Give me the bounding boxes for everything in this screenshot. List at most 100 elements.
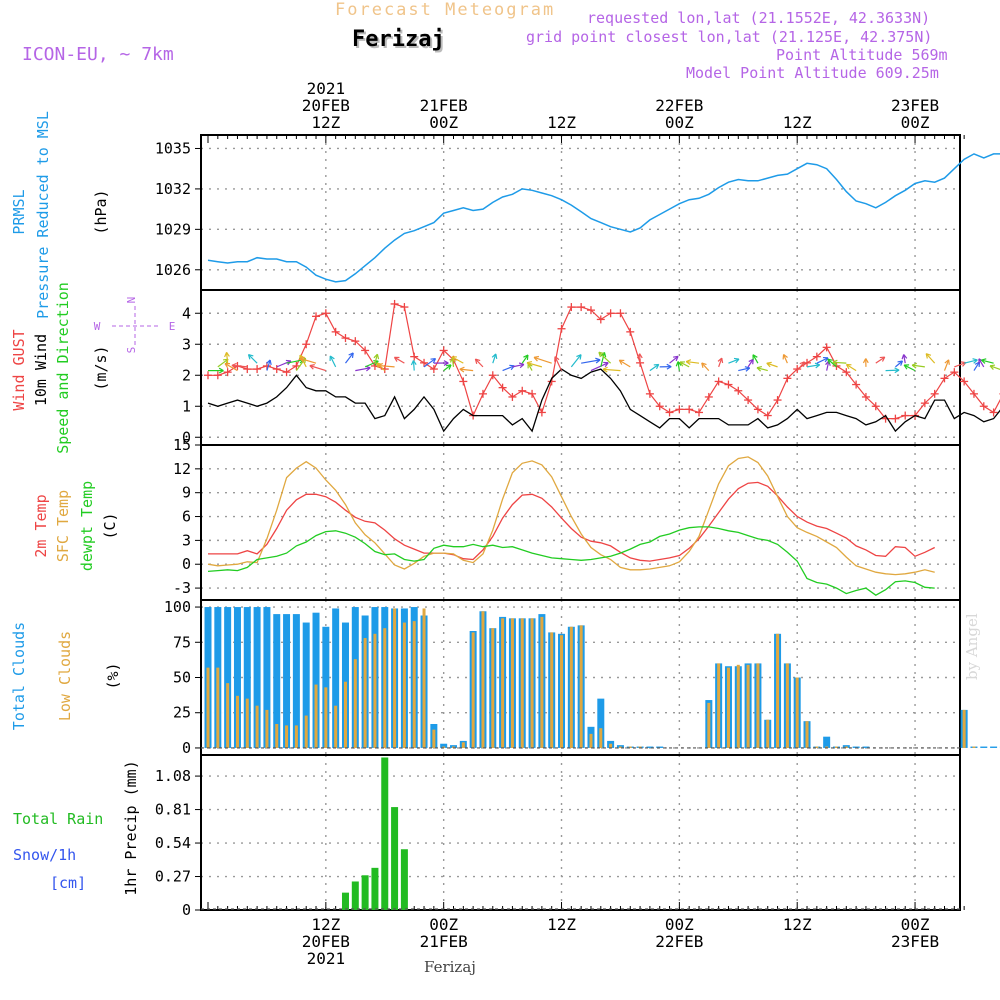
wind-direction-arrow (679, 361, 690, 368)
wind-arrow-head (666, 366, 672, 370)
time-label-top: 00Z (665, 113, 694, 132)
low-cloud-bar (756, 663, 760, 748)
wind-arrow-head (598, 351, 604, 355)
wind-direction-arrow (600, 352, 606, 368)
wind-arrow-head (309, 365, 314, 370)
y-tick-label: 100 (164, 598, 191, 616)
low-cloud-bar (972, 746, 976, 748)
low-cloud-bar (383, 628, 387, 748)
low-cloud-bar (265, 709, 269, 748)
wind-direction-arrow (345, 352, 354, 364)
wind-arrow-head (944, 359, 950, 364)
low-cloud-bar (471, 632, 475, 748)
wind-direction-arrow (963, 359, 978, 364)
wind-direction-arrow (266, 359, 271, 371)
y-tick-label: 75 (173, 633, 191, 651)
temp2m-label: 2m Temp (32, 494, 50, 557)
gust-label: Wind GUST (10, 329, 28, 410)
wind-direction-arrow (225, 352, 229, 364)
wind-arrow-head (832, 359, 838, 363)
time-label-top: 21FEB (420, 96, 468, 115)
wind-arrow-head (602, 368, 608, 373)
low-cloud-bar (432, 729, 436, 748)
total-cloud-bar (263, 607, 271, 748)
low-cloud-bar (707, 702, 711, 748)
wind-arrow-head (448, 364, 452, 370)
wind-direction-arrow (989, 365, 1000, 371)
wind-arrow-head (366, 367, 371, 372)
wind-arrow-head (685, 359, 692, 363)
time-label-top: 22FEB (655, 96, 703, 115)
wind-direction-arrow (474, 358, 484, 368)
wind-direction-arrow (816, 357, 829, 364)
wind-direction-arrow (276, 360, 292, 368)
wind-direction-arrow (766, 362, 778, 368)
low-cloud-bar (363, 638, 367, 748)
low-cloud-bar (726, 667, 730, 748)
wind-arrow-head (533, 355, 540, 358)
wind-arrow-head (430, 357, 436, 360)
y-tick-label: 3 (182, 531, 191, 549)
wind-arrow-head (827, 358, 831, 365)
low-cloud-bar (255, 705, 259, 748)
wind-direction-arrow (355, 367, 371, 372)
wind-arrow-head (526, 360, 533, 364)
low-cloud-bar (638, 746, 642, 748)
low-cloud-bar (844, 746, 848, 748)
time-label-bottom: 12Z (311, 915, 340, 934)
wind-arrow-head (376, 354, 380, 360)
wind-direction-arrow (231, 364, 248, 368)
total-cloud-bar (823, 736, 831, 748)
wind-label: 10m Wind (32, 334, 50, 406)
y-tick-label: 4 (182, 304, 191, 322)
wind-arrow-head (701, 362, 707, 366)
low-cloud-bar (245, 698, 249, 748)
requested-coords: requested lon,lat (21.1552E, 42.3633N) (587, 9, 931, 27)
wind-arrow-head (602, 366, 608, 370)
wind-arrow-head (376, 362, 379, 368)
wind-arrow-head (247, 354, 251, 360)
time-label-top: 00Z (901, 113, 930, 132)
low-cloud-bar (501, 618, 505, 748)
total-cloud-bar (312, 612, 320, 748)
time-label-top: 00Z (429, 113, 458, 132)
wind-arrow-head (377, 364, 383, 369)
wind-arrow-head (618, 359, 623, 365)
point-altitude: Point Altitude 569m (776, 46, 948, 64)
wind-direction-arrow (602, 368, 621, 372)
total-cloud-bar (253, 607, 261, 748)
compass-e: E (169, 320, 176, 333)
wind-arrow-head (653, 363, 659, 366)
low-cloud-bar (736, 664, 740, 748)
wind-arrow-head (735, 358, 740, 364)
sfc-temp-label: SFC Temp (54, 490, 72, 562)
wind-arrow-head (675, 361, 679, 367)
wind-arrow-head (518, 362, 525, 365)
wind-arrow-head (756, 365, 763, 369)
wind-arrow-head (903, 354, 908, 359)
low-cloud-bar (746, 664, 750, 748)
temp-series-line-1 (207, 456, 935, 576)
wind-arrow-head (881, 356, 886, 362)
wind-direction-arrow (796, 361, 805, 371)
y-tick-label: 50 (173, 669, 191, 687)
wind-arrow-head (701, 362, 704, 368)
low-cloud-bar (285, 725, 289, 748)
y-tick-label: 1035 (155, 139, 191, 157)
wind-direction-arrow (738, 367, 750, 372)
low-cloud-bar (776, 633, 780, 748)
temp-series-line-2 (207, 526, 935, 596)
low-cloud-bar (343, 681, 347, 748)
compass-n: N (125, 297, 138, 304)
time-label-bottom: 12Z (547, 915, 576, 934)
wind-direction-arrow (533, 356, 552, 364)
wind-arrow-head (989, 364, 996, 367)
y-tick-label: 12 (173, 460, 191, 478)
wind-direction-arrow (978, 358, 985, 368)
city-name: Ferizaj (352, 27, 445, 52)
low-cloud-bar (235, 695, 239, 748)
wind-arrow-head (579, 354, 582, 360)
total-cloud-bar (273, 614, 281, 748)
wind-direction-arrow (677, 361, 680, 371)
wind-arrow-head (911, 362, 917, 366)
